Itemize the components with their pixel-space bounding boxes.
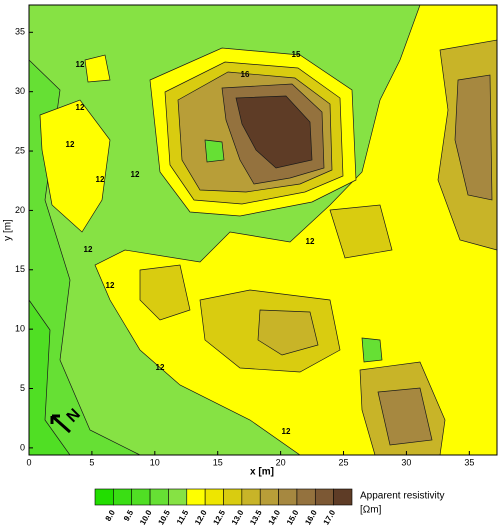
colorbar-label: 9.5 [122, 508, 136, 523]
colorbar-box [296, 488, 316, 506]
x-tick-label: 10 [150, 457, 160, 467]
contour-label: 12 [131, 170, 140, 179]
contour-label: 15 [292, 50, 301, 59]
colorbar-unit: [Ωm] [360, 505, 382, 516]
colorbar-label: 11.5 [175, 508, 191, 526]
colorbar-box [223, 488, 243, 506]
contour-region [139, 264, 191, 321]
x-tick-label: 20 [276, 457, 286, 467]
y-tick-label: 10 [15, 324, 25, 334]
colorbar-box [314, 488, 334, 506]
contour-map [28, 4, 498, 456]
colorbar-title: Apparent resistivity [360, 491, 444, 502]
x-tick-label: 35 [464, 457, 474, 467]
colorbar-label: 13.5 [248, 508, 264, 526]
colorbar-label: 10.0 [138, 508, 154, 526]
colorbar-label: 13.0 [230, 508, 246, 526]
colorbar-box [241, 488, 261, 506]
x-tick-label: 30 [401, 457, 411, 467]
y-tick-label: 30 [15, 86, 25, 96]
contour-label: 12 [106, 281, 115, 290]
colorbar-box [94, 488, 114, 506]
colorbar-label: 17.0 [322, 508, 338, 526]
colorbar-box [168, 488, 188, 506]
colorbar-box [131, 488, 151, 506]
contour-label: 16 [241, 70, 250, 79]
y-tick-label: 5 [20, 383, 25, 393]
colorbar-label: 12.0 [193, 508, 209, 526]
contour-region [235, 95, 313, 169]
contour-label: 12 [282, 427, 291, 436]
contour-region [329, 204, 393, 259]
colorbar-label: 10.5 [156, 508, 172, 526]
colorbar-label: 8.0 [104, 508, 118, 523]
x-tick-label: 15 [213, 457, 223, 467]
colorbar-box [259, 488, 279, 506]
x-tick-label: 0 [26, 457, 31, 467]
x-tick-label: 25 [339, 457, 349, 467]
contour-label: 12 [66, 140, 75, 149]
colorbar-label: 16.0 [303, 508, 319, 526]
y-tick-label: 0 [20, 442, 25, 452]
contour-region [257, 309, 319, 356]
y-tick-label: 25 [15, 145, 25, 155]
contour-label: 12 [76, 60, 85, 69]
colorbar-box [278, 488, 298, 506]
colorbar-box [204, 488, 224, 506]
contour-label: 12 [76, 103, 85, 112]
contour-region [361, 337, 383, 363]
contour-region [39, 99, 111, 233]
y-axis-label: y [m] [3, 219, 14, 241]
y-tick-label: 20 [15, 205, 25, 215]
colorbar-label: 14.0 [267, 508, 283, 526]
y-tick-label: 35 [15, 27, 25, 37]
y-tick-label: 15 [15, 264, 25, 274]
colorbar-label: 12.5 [211, 508, 227, 526]
colorbar-box [113, 488, 133, 506]
contour-region [84, 54, 111, 83]
contour-label: 12 [306, 237, 315, 246]
plot-frame [28, 4, 498, 456]
contour-region [454, 74, 493, 201]
contour-region [377, 387, 433, 446]
contour-region [204, 139, 225, 163]
contour-label: 12 [96, 175, 105, 184]
x-axis-label: x [m] [250, 467, 274, 478]
x-tick-label: 5 [89, 457, 94, 467]
colorbar-box [149, 488, 169, 506]
contour-label: 12 [84, 245, 93, 254]
north-arrow [50, 414, 71, 434]
contour-label: 12 [156, 363, 165, 372]
colorbar-box [186, 488, 206, 506]
colorbar-label: 15.0 [285, 508, 301, 526]
colorbar-box [333, 488, 353, 506]
